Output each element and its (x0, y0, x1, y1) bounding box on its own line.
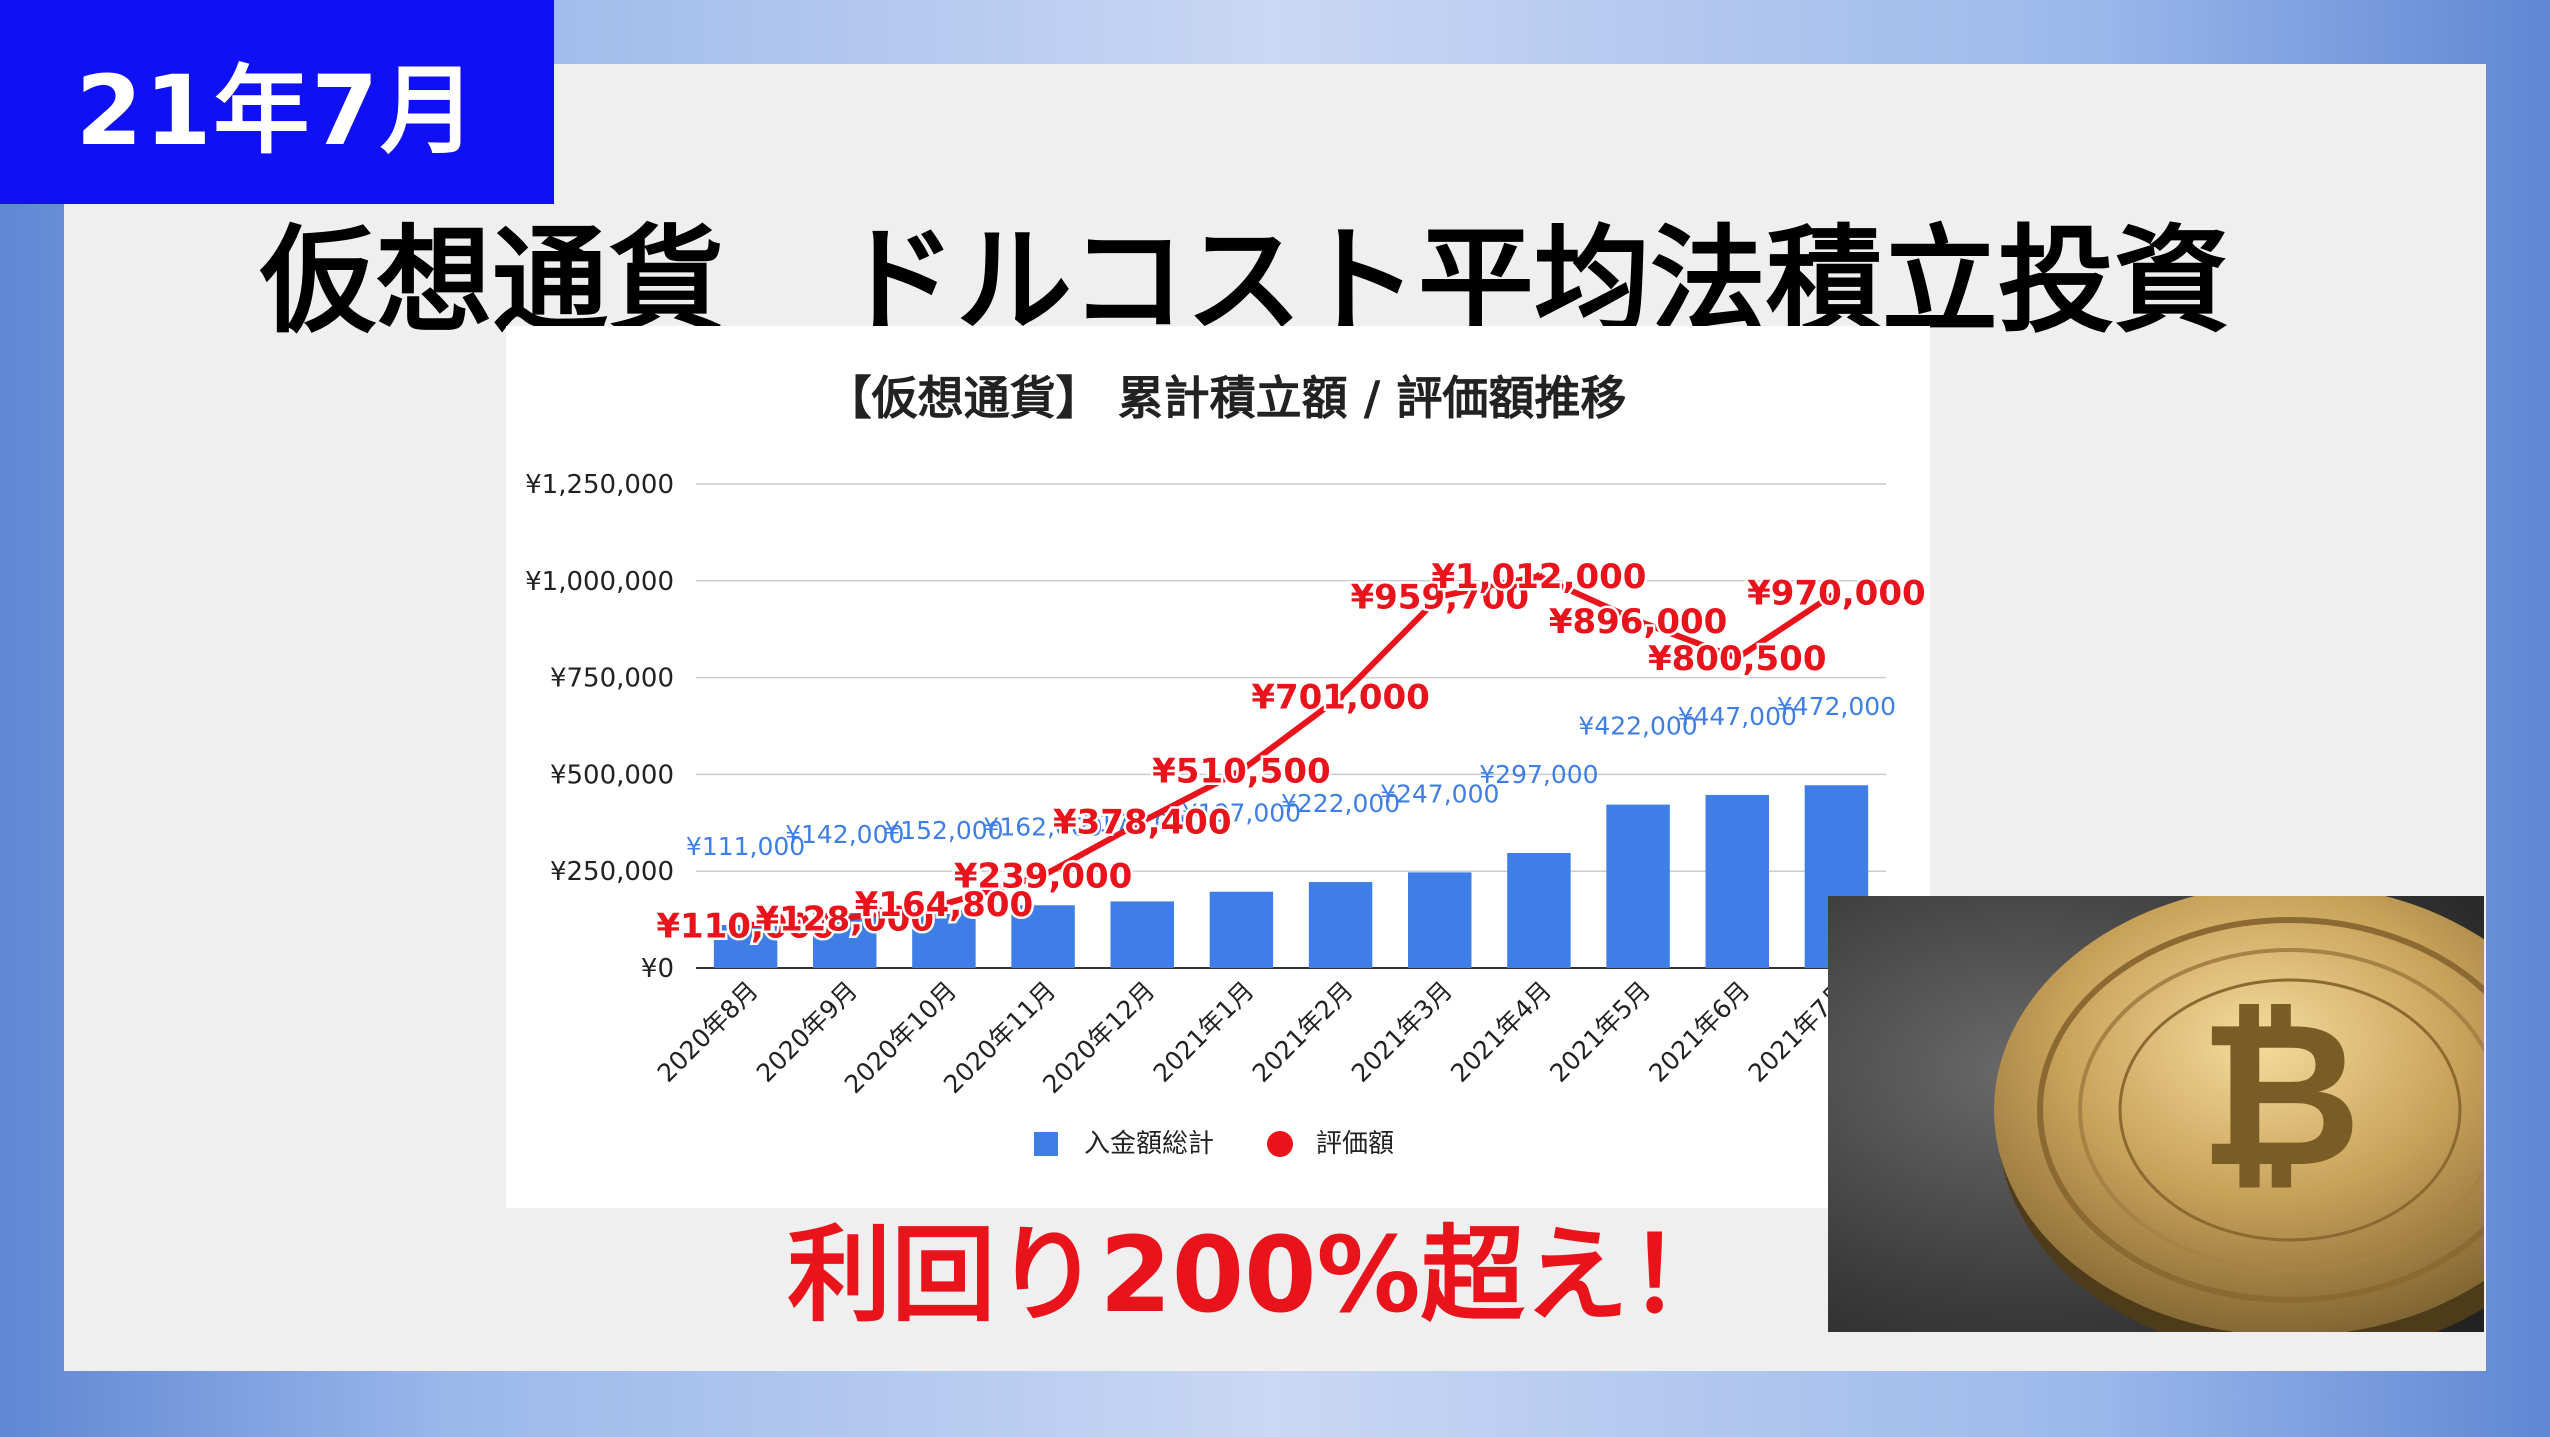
svg-text:₿: ₿ (2199, 979, 2362, 1212)
line-point (741, 921, 750, 930)
bar-data-label: ¥297,000 (1479, 760, 1598, 789)
bar (1705, 794, 1769, 968)
bar-data-label: ¥447,000 (1678, 702, 1797, 731)
x-tick-label: 2021年5月 (1544, 976, 1656, 1088)
y-tick-label: ¥0 (641, 954, 674, 984)
line-point (1435, 592, 1444, 601)
line-data-label: ¥1,012,000 (1431, 557, 1646, 597)
line-point (939, 900, 948, 909)
bar (1507, 853, 1571, 968)
grid-lines (696, 483, 1886, 969)
bar-data-label: ¥142,000 (785, 820, 904, 849)
bar-series (713, 785, 1869, 968)
line-point (1634, 617, 1643, 626)
bar-data-label: ¥162,000 (983, 812, 1102, 841)
y-tick-label: ¥1,250,000 (525, 470, 674, 500)
legend-swatch-bar (1034, 1132, 1058, 1156)
y-tick-label: ¥250,000 (550, 857, 674, 887)
bar-data-label: ¥422,000 (1578, 712, 1697, 741)
bar-data-label: ¥197,000 (1182, 799, 1301, 828)
line-data-label: ¥896,000 (1549, 602, 1728, 642)
x-tick-label: 2021年6月 (1643, 976, 1755, 1088)
line-point (1039, 871, 1048, 880)
line-data-label: ¥800,500 (1648, 639, 1827, 679)
bitcoin-coin-icon: ₿ (1828, 896, 2484, 1332)
line-point (1138, 817, 1147, 826)
bar-data-label: ¥247,000 (1380, 779, 1499, 808)
bar-data-label: ¥472,000 (1777, 692, 1896, 721)
line-data-label: ¥701,000 (1251, 678, 1430, 718)
line-point (840, 914, 849, 923)
legend-label-line: 評価額 (1316, 1129, 1394, 1159)
yield-tagline: 利回り200%超え！ (787, 1214, 1733, 1336)
x-axis: 2020年8月2020年9月2020年10月2020年11月2020年12月20… (652, 976, 1855, 1099)
line-point (1336, 692, 1345, 701)
bar (1209, 891, 1274, 968)
y-tick-label: ¥500,000 (550, 760, 674, 790)
bar (1408, 872, 1472, 968)
date-badge: 21年7月 (0, 0, 554, 204)
bar (1308, 882, 1373, 968)
date-badge-label: 21年7月 (75, 54, 479, 167)
bar-data-label: ¥111,000 (686, 832, 805, 861)
bar (1110, 901, 1174, 968)
line-data-label: ¥959,700 (1350, 577, 1529, 617)
line-data-label: ¥970,000 (1747, 573, 1926, 613)
y-tick-label: ¥750,000 (550, 664, 674, 694)
line-data-label: ¥164,800 (855, 885, 1034, 925)
line-data-label: ¥110,000 (656, 906, 835, 946)
line-data-label: ¥239,000 (954, 856, 1133, 896)
chart-title: 【仮想通貨】 累計積立額 / 評価額推移 (826, 371, 1627, 425)
line-point (1832, 588, 1841, 597)
line-point (1237, 766, 1246, 775)
line-series (741, 572, 1841, 930)
bar (1606, 804, 1670, 968)
bar-data-label: ¥152,000 (884, 816, 1003, 845)
chart-card: 【仮想通貨】 累計積立額 / 評価額推移 ¥0 ¥250,000 ¥500,000 ¥… (506, 326, 1930, 1208)
bar (713, 925, 778, 968)
chart: 【仮想通貨】 累計積立額 / 評価額推移 ¥0¥250,000¥500,000¥… (525, 371, 1928, 1159)
bar (912, 909, 976, 968)
line-point (1733, 654, 1742, 663)
x-tick-label: 2020年8月 (652, 976, 764, 1088)
x-tick-label: 2021年4月 (1445, 976, 1557, 1088)
x-tick-label: 2021年2月 (1247, 976, 1359, 1088)
chart-legend: 入金額総計 評価額 (1034, 1129, 1394, 1159)
bar-data-labels: ¥111,000¥142,000¥152,000¥162,000¥172,000… (686, 692, 1896, 861)
legend-swatch-line (1267, 1131, 1293, 1157)
y-tick-label: ¥1,000,000 (525, 567, 674, 597)
bitcoin-photo: ₿ (1828, 896, 2484, 1332)
legend-label-bar: 入金額総計 (1084, 1129, 1214, 1159)
series-line (745, 573, 1839, 929)
bar (1011, 905, 1075, 968)
line-data-label: ¥128,000 (755, 899, 934, 939)
line-data-labels: ¥110,000¥128,000¥164,800¥239,000 ¥378,400… (654, 555, 1928, 949)
line-point (1534, 572, 1543, 581)
x-tick-label: 2021年1月 (1148, 976, 1260, 1088)
x-tick-label: 2021年3月 (1346, 976, 1458, 1088)
line-data-label: ¥378,400 (1053, 802, 1232, 842)
y-axis: ¥0 ¥250,000 ¥500,000 ¥750,000 ¥1,000,000 ¥1,2… (525, 470, 674, 984)
bar-data-label: ¥222,000 (1281, 789, 1400, 818)
line-data-label: ¥510,500 (1152, 751, 1331, 791)
